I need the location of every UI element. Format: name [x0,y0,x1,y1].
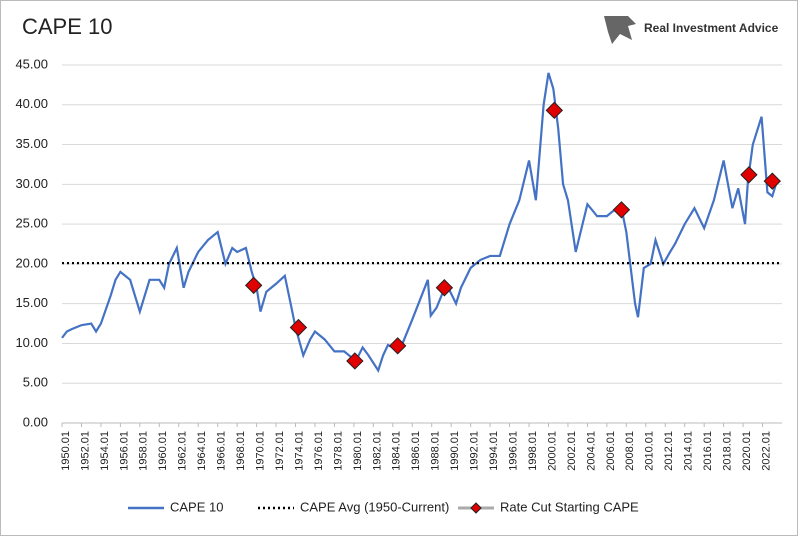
x-tick-label: 2022.01 [760,431,772,471]
x-tick-label: 1956.01 [118,431,130,471]
rate-cut-marker [244,276,263,295]
rate-cut-marker [740,166,758,184]
legend-item: CAPE Avg (1950-Current) [258,499,449,514]
x-tick-label: 2002.01 [566,431,578,471]
y-tick-label: 40.00 [15,96,48,111]
y-tick-label: 10.00 [15,335,48,350]
x-tick-label: 1968.01 [235,431,247,471]
rate-cut-marker [388,337,407,355]
source: Real Investment Advice [644,21,779,35]
x-tick-label: 2012.01 [663,431,675,471]
y-tick-label: 15.00 [15,295,48,310]
legend-label: Rate Cut Starting CAPE [500,499,639,514]
x-tick-label: 1952.01 [79,431,91,471]
x-tick-label: 2000.01 [546,431,558,471]
rate-cut-marker [289,318,308,337]
x-tick-label: 1982.01 [371,431,383,471]
x-tick-label: 2018.01 [722,431,734,471]
logo-icon [604,16,636,44]
x-tick-label: 1992.01 [469,431,481,471]
rate-cut-marker [435,279,454,297]
x-tick-label: 1990.01 [449,431,461,471]
y-tick-label: 35.00 [15,136,48,151]
x-tick-label: 1954.01 [99,431,111,471]
x-tick-label: 2004.01 [585,431,597,471]
y-tick-label: 5.00 [23,375,48,390]
x-tick-label: 1976.01 [313,431,325,471]
x-tick-label: 2016.01 [702,431,714,471]
x-tick-label: 1988.01 [430,431,442,471]
chart-title: CAPE 10 [22,14,113,39]
x-tick-label: 2020.01 [741,431,753,471]
rate-cut-marker [545,101,564,120]
legend-swatch [470,502,482,514]
cape-line [61,72,779,374]
x-tick-label: 1960.01 [157,431,169,471]
legend-item: Rate Cut Starting CAPE [458,499,639,514]
legend-item: CAPE 10 [128,499,223,514]
x-tick-label: 1964.01 [196,431,208,471]
x-tick-label: 1972.01 [274,431,286,471]
rate-cut-marker [763,172,781,190]
x-tick-label: 1950.01 [60,431,72,471]
x-tick-label: 2014.01 [683,431,695,471]
x-tick-label: 2008.01 [624,431,636,471]
legend-label: CAPE Avg (1950-Current) [300,499,449,514]
logo: Real Investment Advice [604,16,779,44]
y-tick-label: 30.00 [15,176,48,191]
x-tick-label: 1974.01 [293,431,305,471]
y-tick-label: 45.00 [15,56,48,71]
x-tick-label: 1994.01 [488,431,500,471]
x-tick-label: 1966.01 [216,431,228,471]
x-tick-label: 1998.01 [527,431,539,471]
x-tick-label: 1958.01 [138,431,150,471]
x-tick-label: 1984.01 [391,431,403,471]
legend-label: CAPE 10 [170,499,223,514]
x-tick-label: 1962.01 [177,431,189,471]
x-tick-label: 1980.01 [352,431,364,471]
x-tick-label: 1970.01 [255,431,267,471]
y-tick-label: 0.00 [23,414,48,429]
x-tick-label: 1996.01 [507,431,519,471]
y-tick-label: 25.00 [15,216,48,231]
x-tick-label: 1978.01 [332,431,344,471]
y-tick-label: 20.00 [15,255,48,270]
x-tick-label: 2006.01 [605,431,617,471]
rate-cut-marker [612,201,631,219]
x-tick-label: 2010.01 [644,431,656,471]
rate-cut-marker [346,352,364,370]
x-tick-label: 1986.01 [410,431,422,471]
